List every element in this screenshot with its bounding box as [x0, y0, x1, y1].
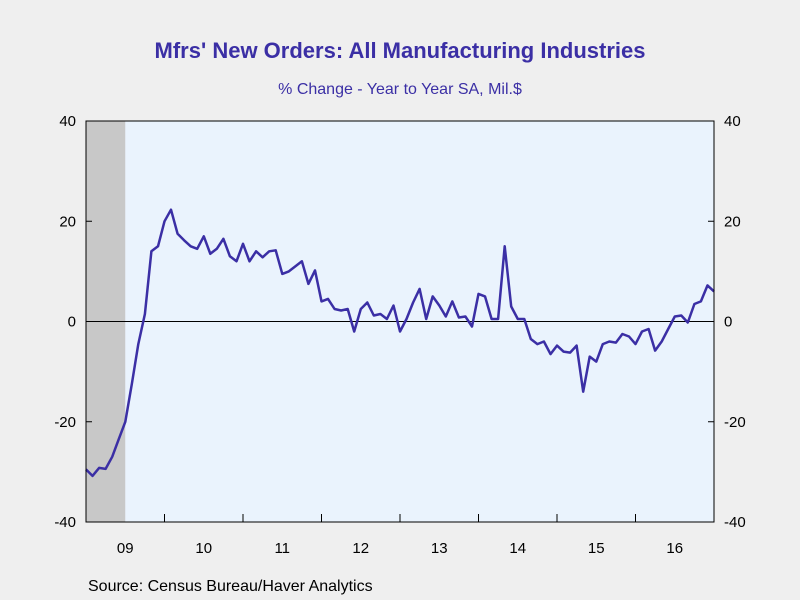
y-tick-label-left: 20 — [59, 213, 76, 230]
series-line — [85, 208, 715, 478]
x-tick-label: 10 — [195, 540, 212, 557]
chart-subtitle: % Change - Year to Year SA, Mil.$ — [278, 81, 522, 98]
y-tick-label-right: 0 — [724, 314, 732, 331]
y-tick-label-right: -40 — [724, 514, 746, 531]
y-tick-label-left: 0 — [68, 314, 76, 331]
x-tick-label: 11 — [274, 540, 290, 557]
chart-title: Mfrs' New Orders: All Manufacturing Indu… — [154, 38, 646, 63]
y-tick-label-right: -20 — [724, 414, 746, 431]
y-tick-label-left: -40 — [54, 514, 76, 531]
y-tick-label-right: 20 — [724, 213, 741, 230]
y-tick-label-left: -20 — [54, 414, 76, 431]
y-tick-label-left: 40 — [59, 113, 76, 130]
x-tick-label: 09 — [117, 540, 134, 557]
x-tick-label: 12 — [352, 540, 369, 557]
x-tick-label: 16 — [666, 540, 683, 557]
plot-border — [85, 120, 715, 523]
x-tick-label: 14 — [509, 540, 526, 557]
y-tick-label-right: 40 — [724, 113, 741, 130]
x-tick-label: 13 — [431, 540, 448, 557]
x-tick-label: 15 — [588, 540, 605, 557]
source-note: Source: Census Bureau/Haver Analytics — [88, 578, 373, 595]
